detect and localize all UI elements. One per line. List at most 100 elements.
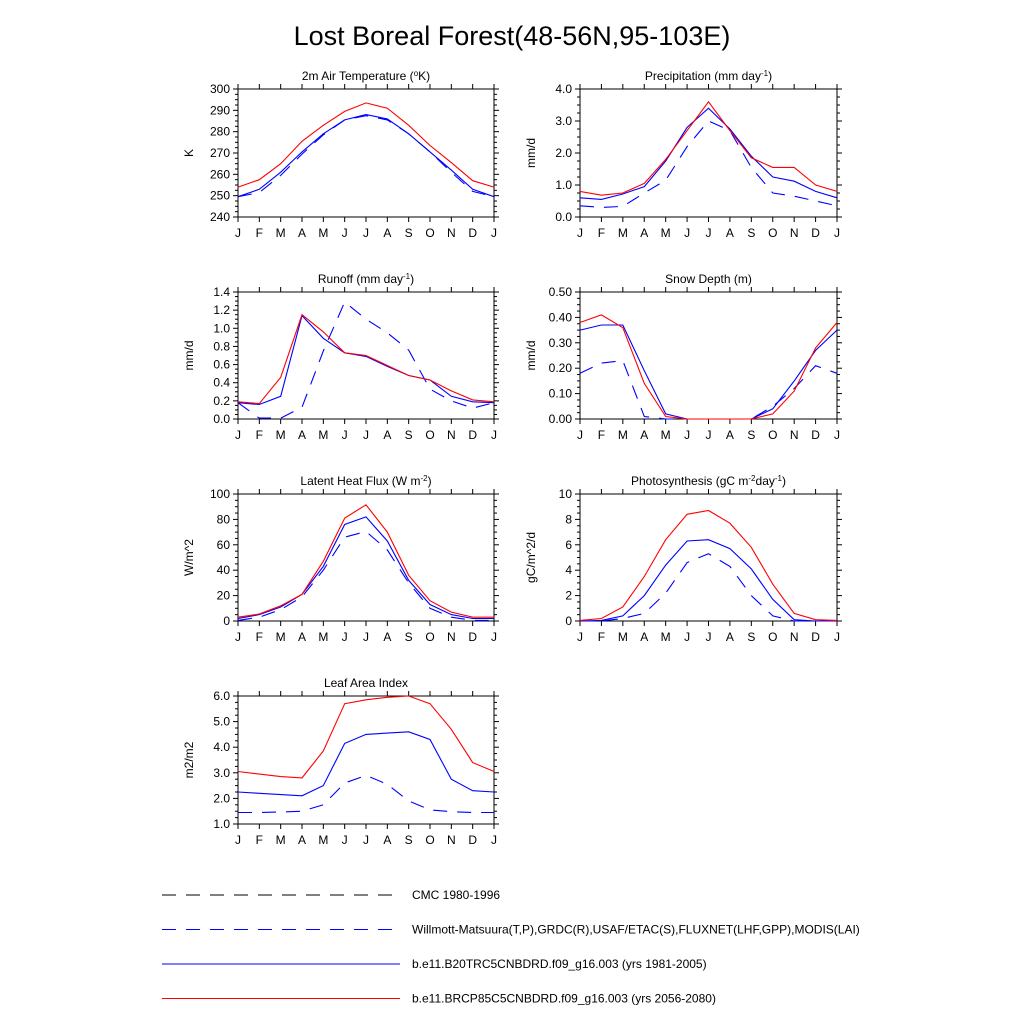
series-line-hist bbox=[237, 731, 495, 797]
legend-label-obs: Willmott-Matsuura(T,P),GRDC(R),USAF/ETAC… bbox=[412, 923, 860, 937]
y-tick-label: 0.0 bbox=[555, 210, 572, 224]
series-line-future bbox=[579, 509, 838, 621]
x-tick-label: M bbox=[276, 226, 286, 240]
x-tick-label: N bbox=[447, 428, 456, 442]
series-line-obs bbox=[579, 120, 838, 208]
x-tick-label: J bbox=[706, 630, 712, 644]
x-tick-label: A bbox=[298, 226, 306, 240]
x-tick-label: J bbox=[491, 630, 497, 644]
x-tick-label: A bbox=[298, 833, 306, 847]
x-tick-label: D bbox=[468, 428, 477, 442]
y-tick-label: 270 bbox=[210, 146, 230, 160]
y-axis-label: gC/m^2/d bbox=[524, 532, 538, 583]
x-tick-label: D bbox=[468, 226, 477, 240]
x-tick-label: D bbox=[468, 630, 477, 644]
y-tick-label: 6 bbox=[565, 538, 572, 552]
series-line-hist bbox=[579, 539, 837, 622]
y-tick-label: 5.0 bbox=[213, 715, 230, 729]
x-tick-label: M bbox=[318, 630, 328, 644]
x-tick-label: F bbox=[256, 833, 263, 847]
y-tick-label: 240 bbox=[210, 210, 230, 224]
x-tick-label: S bbox=[747, 226, 755, 240]
series-line-future bbox=[237, 102, 495, 188]
x-tick-label: N bbox=[790, 226, 799, 240]
y-tick-label: 100 bbox=[210, 487, 230, 501]
series-line-obs bbox=[580, 553, 837, 622]
x-tick-label: J bbox=[235, 833, 241, 847]
y-tick-label: 20 bbox=[217, 589, 231, 603]
y-tick-label: 0 bbox=[223, 614, 230, 628]
panel-snowdp: Snow Depth (m) 0.00 0.10 0.20 0.30 0.40 0.50 J F… bbox=[524, 272, 842, 442]
x-tick-label: F bbox=[598, 630, 605, 644]
series-line-hist bbox=[237, 516, 494, 620]
x-tick-label: O bbox=[425, 833, 434, 847]
x-tick-label: J bbox=[577, 428, 583, 442]
y-tick-label: 0.4 bbox=[213, 376, 230, 390]
x-tick-label: M bbox=[618, 428, 628, 442]
x-tick-label: J bbox=[363, 428, 369, 442]
legend: CMC 1980-1996 Willmott-Matsuura(T,P),GRDC… bbox=[162, 888, 860, 1006]
series-line-hist bbox=[237, 114, 495, 198]
y-tick-label: 0.50 bbox=[549, 285, 573, 299]
x-tick-label: S bbox=[405, 833, 413, 847]
y-tick-label: 0.20 bbox=[549, 361, 573, 375]
x-tick-label: D bbox=[811, 428, 820, 442]
x-tick-label: O bbox=[425, 428, 434, 442]
series-line-obs bbox=[237, 301, 495, 419]
y-tick-label: 250 bbox=[210, 189, 230, 203]
x-tick-label: S bbox=[747, 428, 755, 442]
y-tick-label: 40 bbox=[217, 563, 231, 577]
y-tick-label: 60 bbox=[217, 538, 231, 552]
x-tick-label: S bbox=[747, 630, 755, 644]
y-axis-label: W/m^2 bbox=[182, 539, 196, 576]
x-tick-label: J bbox=[834, 428, 840, 442]
x-tick-label: M bbox=[318, 833, 328, 847]
series-line-future bbox=[237, 504, 494, 618]
x-tick-label: M bbox=[276, 428, 286, 442]
series-line-obs bbox=[237, 530, 494, 621]
x-tick-label: S bbox=[405, 428, 413, 442]
x-tick-label: J bbox=[577, 226, 583, 240]
panel-title: Latent Heat Flux (W m-2) bbox=[300, 474, 431, 489]
x-tick-label: D bbox=[811, 630, 820, 644]
x-tick-label: O bbox=[768, 428, 777, 442]
series-line-hist bbox=[237, 314, 495, 406]
y-axis-label: K bbox=[182, 149, 196, 157]
panel-title: Runoff (mm day-1) bbox=[318, 272, 414, 287]
x-tick-label: J bbox=[363, 630, 369, 644]
panel-runoff: Runoff (mm day-1) 0.0 0.2 0.4 0.6 0.8 1.0 1.2 1.… bbox=[182, 272, 499, 442]
series-line-future bbox=[237, 695, 495, 779]
x-tick-label: J bbox=[235, 630, 241, 644]
y-tick-label: 4.0 bbox=[213, 740, 230, 754]
y-axis-label: mm/d bbox=[182, 341, 196, 371]
y-tick-label: 0 bbox=[565, 614, 572, 628]
plot-frame bbox=[237, 88, 495, 218]
x-tick-label: J bbox=[342, 833, 348, 847]
x-tick-label: J bbox=[706, 226, 712, 240]
x-tick-label: F bbox=[256, 428, 263, 442]
y-tick-label: 0.0 bbox=[213, 412, 230, 426]
y-tick-label: 0.00 bbox=[549, 412, 573, 426]
y-tick-label: 1.0 bbox=[555, 178, 572, 192]
x-tick-label: M bbox=[661, 428, 671, 442]
y-tick-label: 3.0 bbox=[555, 114, 572, 128]
x-tick-label: O bbox=[425, 226, 434, 240]
x-tick-label: J bbox=[491, 833, 497, 847]
panel-title: Leaf Area Index bbox=[324, 676, 408, 690]
x-tick-label: J bbox=[577, 630, 583, 644]
x-tick-label: M bbox=[618, 630, 628, 644]
figure-title: Lost Boreal Forest(48-56N,95-103E) bbox=[294, 21, 731, 51]
x-tick-label: J bbox=[684, 226, 690, 240]
y-tick-label: 0.30 bbox=[549, 336, 573, 350]
y-tick-label: 0.40 bbox=[549, 310, 573, 324]
y-tick-label: 0.10 bbox=[549, 387, 573, 401]
plot-frame bbox=[237, 695, 495, 825]
x-tick-label: J bbox=[706, 428, 712, 442]
x-tick-label: F bbox=[256, 226, 263, 240]
x-tick-label: J bbox=[342, 226, 348, 240]
x-tick-label: N bbox=[447, 226, 456, 240]
x-tick-label: F bbox=[256, 630, 263, 644]
plot-frame bbox=[579, 493, 838, 622]
